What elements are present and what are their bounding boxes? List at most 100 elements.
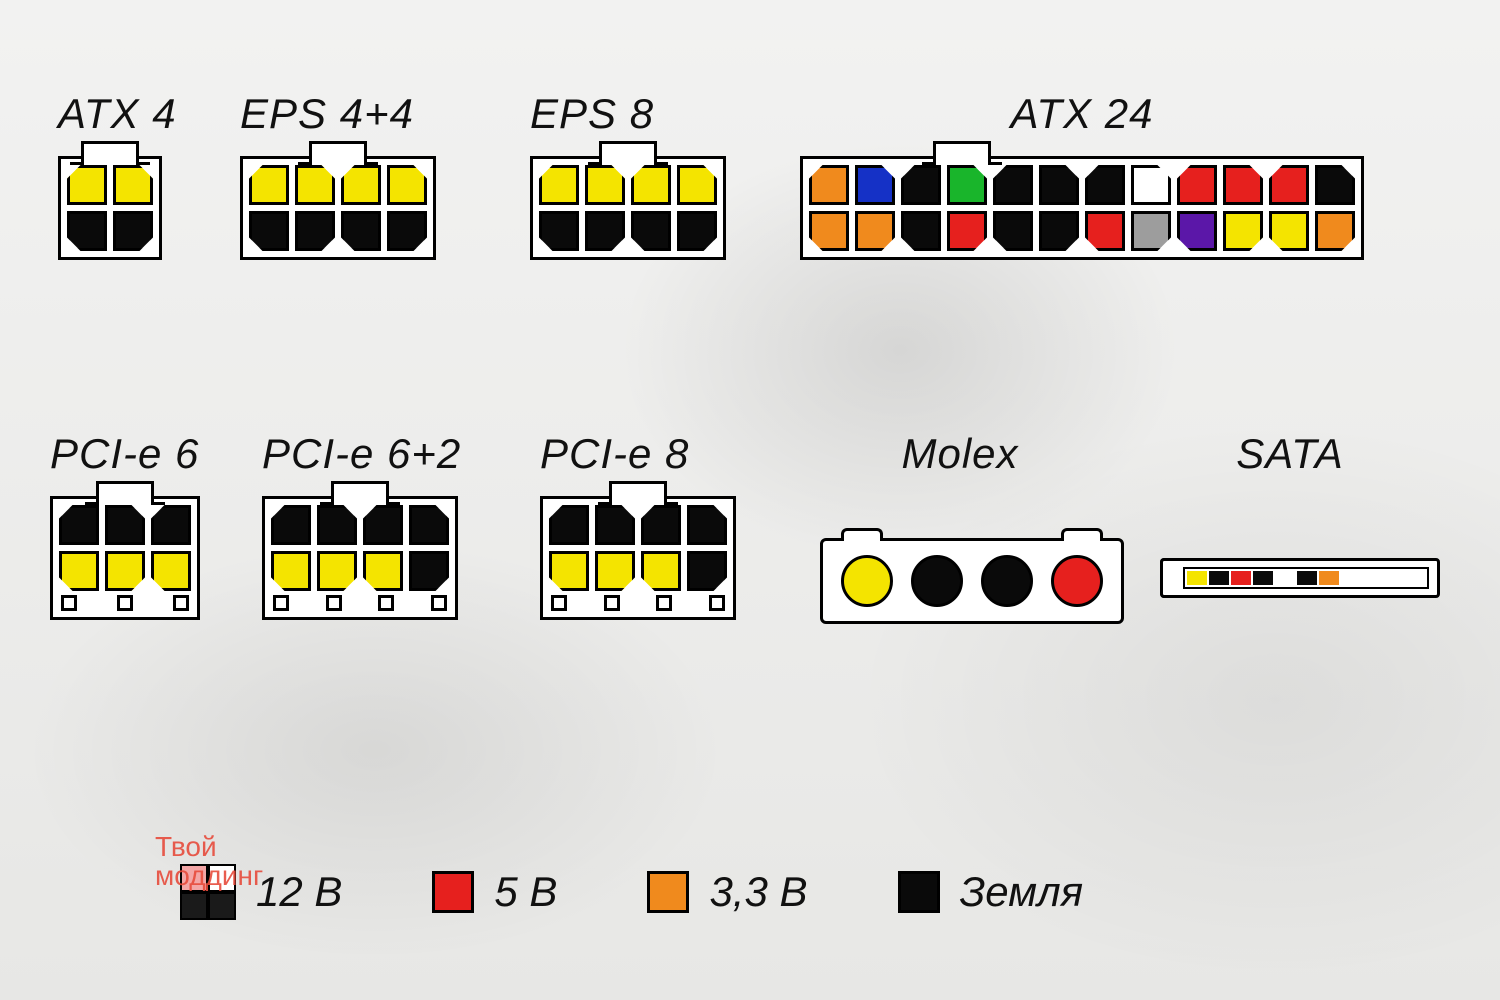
legend-label: Земля [960, 868, 1084, 916]
connector-housing [50, 496, 200, 620]
pin [687, 551, 727, 591]
pin [677, 165, 717, 205]
connector-pcie62: PCI-e 6+2 [262, 430, 461, 620]
pin [1177, 165, 1217, 205]
sata-segment [1297, 571, 1317, 585]
molex-pin [911, 555, 963, 607]
pin [809, 165, 849, 205]
latch [599, 141, 657, 162]
latch [331, 481, 389, 502]
pin [105, 551, 145, 591]
pin [387, 211, 427, 251]
legend-label: 12 В [256, 868, 342, 916]
pin [549, 505, 589, 545]
pin [113, 211, 153, 251]
pin [1085, 211, 1125, 251]
connector-housing [262, 496, 458, 620]
legend-swatch [432, 871, 474, 913]
pin [595, 551, 635, 591]
sata-segment [1209, 571, 1229, 585]
pin [1223, 165, 1263, 205]
pin [67, 211, 107, 251]
locator [709, 595, 725, 611]
locator [173, 595, 189, 611]
pin [1039, 165, 1079, 205]
sata-segment [1275, 571, 1295, 585]
pin [105, 505, 145, 545]
pin [901, 165, 941, 205]
pin [641, 551, 681, 591]
pin [855, 211, 895, 251]
connector-molex: Molex [820, 430, 1124, 624]
latch [96, 481, 154, 502]
pin [585, 165, 625, 205]
pin [151, 505, 191, 545]
pin [1177, 211, 1217, 251]
connector-label: ATX 4 [58, 90, 177, 138]
connector-label: EPS 4+4 [240, 90, 436, 138]
pin [1315, 165, 1355, 205]
molex-pin [841, 555, 893, 607]
locator [656, 595, 672, 611]
pin [271, 551, 311, 591]
pin [59, 505, 99, 545]
connector-label: SATA [1160, 430, 1420, 478]
legend-item: 12 В [256, 868, 342, 916]
sata-segment [1231, 571, 1251, 585]
pin [1315, 211, 1355, 251]
locator [273, 595, 289, 611]
pin [1269, 211, 1309, 251]
pin [409, 551, 449, 591]
watermark: Твоймоддинг [155, 832, 263, 891]
pin [641, 505, 681, 545]
connector-sata: SATA [1160, 430, 1440, 598]
pin [295, 165, 335, 205]
molex-body [820, 538, 1124, 624]
connector-housing [58, 156, 162, 260]
molex-pin [981, 555, 1033, 607]
molex-pin [1051, 555, 1103, 607]
pin [1085, 165, 1125, 205]
pin [993, 165, 1033, 205]
pin [809, 211, 849, 251]
sata-body [1160, 558, 1440, 598]
pin [993, 211, 1033, 251]
pin [67, 165, 107, 205]
latch [933, 141, 991, 162]
connector-label: PCI-e 6 [50, 430, 200, 478]
latch [81, 141, 139, 162]
pin [271, 505, 311, 545]
locator [378, 595, 394, 611]
connector-atx24: ATX 24 [800, 90, 1364, 260]
legend-swatch [898, 871, 940, 913]
pin [341, 165, 381, 205]
legend-item: Земля [898, 868, 1084, 916]
legend-label: 5 В [494, 868, 557, 916]
legend-item: 5 В [432, 868, 557, 916]
connector-pcie8: PCI-e 8 [540, 430, 736, 620]
pin [151, 551, 191, 591]
legend-item: 3,3 В [647, 868, 807, 916]
locator [604, 595, 620, 611]
pin [1131, 165, 1171, 205]
pin [947, 211, 987, 251]
legend-swatch [647, 871, 689, 913]
connector-label: PCI-e 6+2 [262, 430, 461, 478]
connector-label: EPS 8 [530, 90, 726, 138]
locator [61, 595, 77, 611]
connector-housing [240, 156, 436, 260]
sata-segment [1187, 571, 1207, 585]
connector-pcie6: PCI-e 6 [50, 430, 200, 620]
latch [309, 141, 367, 162]
pin [317, 551, 357, 591]
pin [539, 165, 579, 205]
pin [1131, 211, 1171, 251]
pin [363, 551, 403, 591]
legend: 12 В 5 В 3,3 В Земля [180, 864, 1380, 920]
pin [585, 211, 625, 251]
pin [295, 211, 335, 251]
locator [117, 595, 133, 611]
pin [363, 505, 403, 545]
pin [595, 505, 635, 545]
pin [409, 505, 449, 545]
